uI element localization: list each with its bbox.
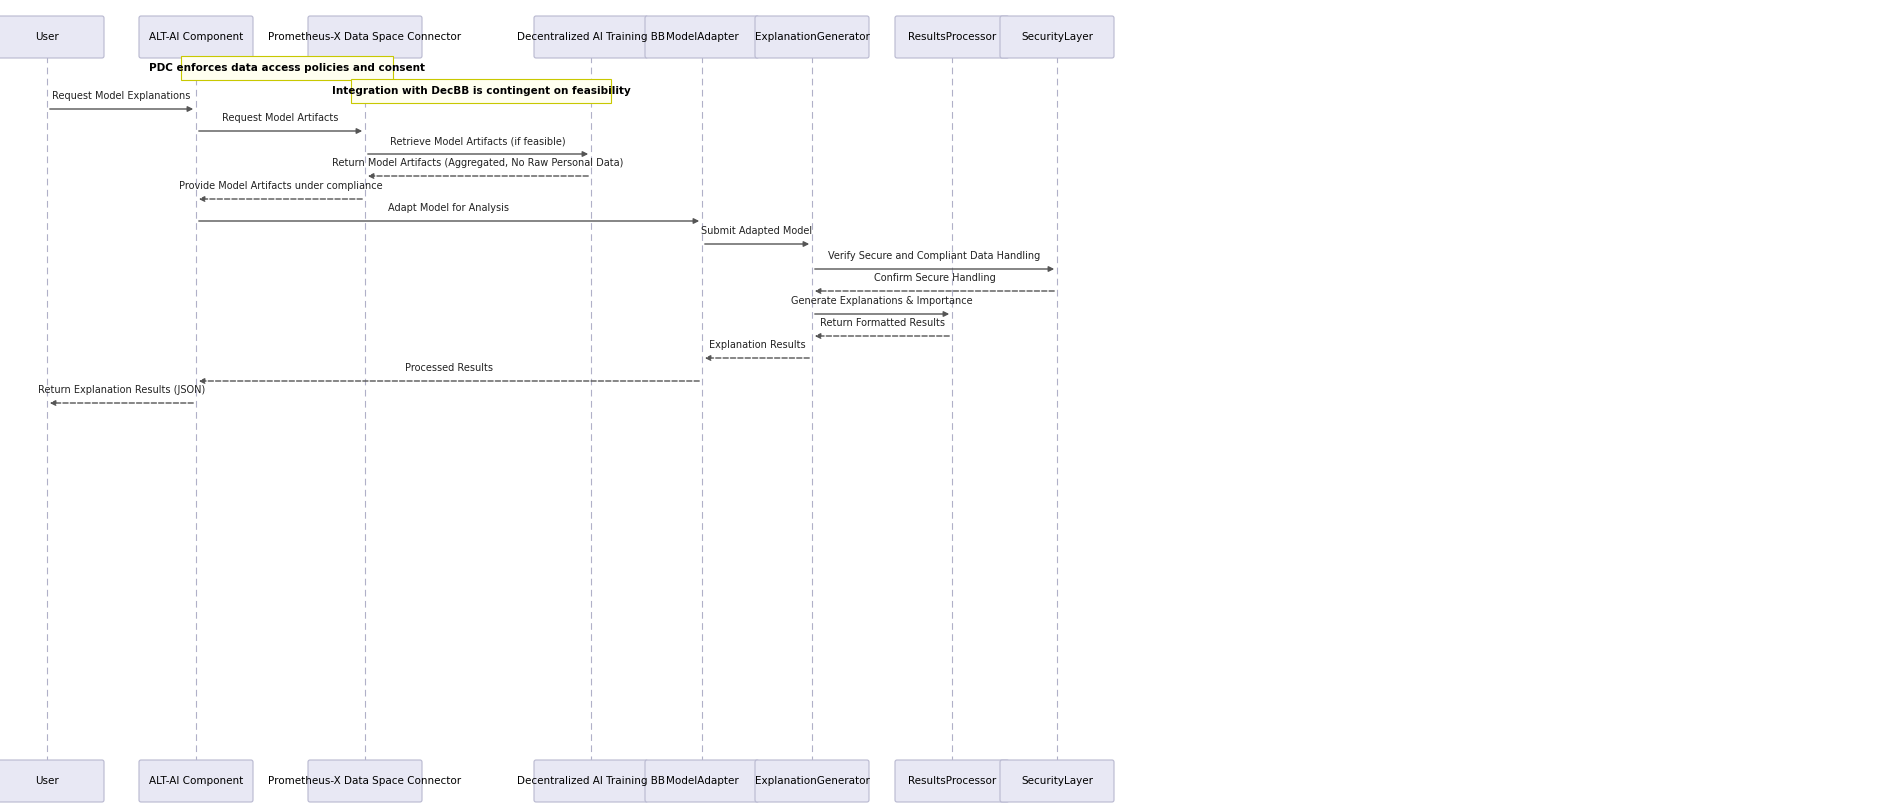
Text: Generate Explanations & Importance: Generate Explanations & Importance: [791, 296, 974, 306]
Text: Adapt Model for Analysis: Adapt Model for Analysis: [389, 203, 509, 213]
Text: Request Model Explanations: Request Model Explanations: [53, 91, 191, 101]
FancyBboxPatch shape: [645, 16, 759, 58]
Text: ExplanationGenerator: ExplanationGenerator: [755, 32, 870, 42]
Text: Return Explanation Results (JSON): Return Explanation Results (JSON): [38, 385, 206, 395]
FancyBboxPatch shape: [308, 760, 423, 802]
FancyBboxPatch shape: [755, 16, 870, 58]
Text: Prometheus-X Data Space Connector: Prometheus-X Data Space Connector: [268, 32, 462, 42]
Text: Retrieve Model Artifacts (if feasible): Retrieve Model Artifacts (if feasible): [391, 136, 566, 146]
Text: Decentralized AI Training BB: Decentralized AI Training BB: [517, 776, 664, 786]
Text: Explanation Results: Explanation Results: [710, 340, 806, 350]
Text: SecurityLayer: SecurityLayer: [1021, 776, 1093, 786]
Text: Prometheus-X Data Space Connector: Prometheus-X Data Space Connector: [268, 776, 462, 786]
FancyBboxPatch shape: [140, 16, 253, 58]
Text: Request Model Artifacts: Request Model Artifacts: [223, 113, 338, 123]
FancyBboxPatch shape: [894, 16, 1010, 58]
Text: Submit Adapted Model: Submit Adapted Model: [702, 226, 813, 236]
Text: Processed Results: Processed Results: [406, 363, 493, 373]
Text: Return Formatted Results: Return Formatted Results: [819, 318, 945, 328]
Text: PDC enforces data access policies and consent: PDC enforces data access policies and co…: [149, 63, 425, 73]
Text: SecurityLayer: SecurityLayer: [1021, 32, 1093, 42]
Text: Return Model Artifacts (Aggregated, No Raw Personal Data): Return Model Artifacts (Aggregated, No R…: [332, 158, 625, 168]
Text: ModelAdapter: ModelAdapter: [666, 776, 738, 786]
FancyBboxPatch shape: [1000, 760, 1113, 802]
Text: User: User: [36, 776, 58, 786]
Text: ResultsProcessor: ResultsProcessor: [908, 776, 996, 786]
FancyBboxPatch shape: [534, 760, 647, 802]
Text: Confirm Secure Handling: Confirm Secure Handling: [874, 273, 994, 283]
FancyBboxPatch shape: [308, 16, 423, 58]
Text: ALT-AI Component: ALT-AI Component: [149, 32, 243, 42]
Text: Decentralized AI Training BB: Decentralized AI Training BB: [517, 32, 664, 42]
Text: ResultsProcessor: ResultsProcessor: [908, 32, 996, 42]
Text: Integration with DecBB is contingent on feasibility: Integration with DecBB is contingent on …: [332, 86, 630, 96]
FancyBboxPatch shape: [181, 56, 392, 80]
Text: Verify Secure and Compliant Data Handling: Verify Secure and Compliant Data Handlin…: [828, 251, 1040, 261]
FancyBboxPatch shape: [534, 16, 647, 58]
Text: User: User: [36, 32, 58, 42]
FancyBboxPatch shape: [755, 760, 870, 802]
FancyBboxPatch shape: [140, 760, 253, 802]
FancyBboxPatch shape: [351, 79, 611, 103]
FancyBboxPatch shape: [0, 16, 104, 58]
FancyBboxPatch shape: [1000, 16, 1113, 58]
FancyBboxPatch shape: [894, 760, 1010, 802]
FancyBboxPatch shape: [645, 760, 759, 802]
Text: ALT-AI Component: ALT-AI Component: [149, 776, 243, 786]
Text: Provide Model Artifacts under compliance: Provide Model Artifacts under compliance: [179, 181, 383, 191]
FancyBboxPatch shape: [0, 760, 104, 802]
Text: ExplanationGenerator: ExplanationGenerator: [755, 776, 870, 786]
Text: ModelAdapter: ModelAdapter: [666, 32, 738, 42]
